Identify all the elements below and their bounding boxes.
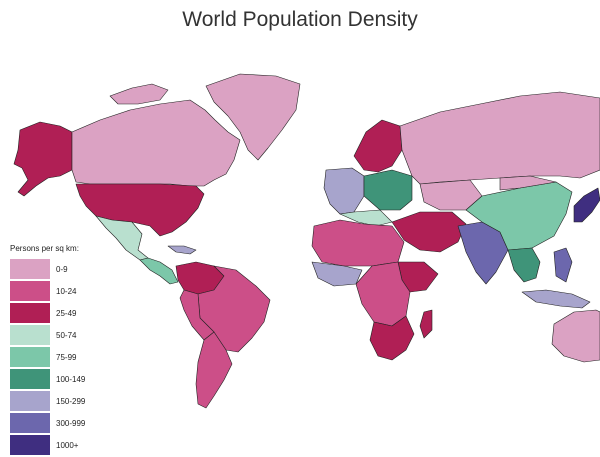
region-australia[interactable]: [551, 309, 600, 363]
legend-item: 25-49: [10, 303, 130, 323]
legend-label: 150-299: [56, 396, 86, 406]
legend-item: 50-74: [10, 325, 130, 345]
region-middle-east[interactable]: [391, 211, 467, 253]
region-caribbean[interactable]: [167, 245, 197, 255]
legend-swatch: [10, 281, 50, 301]
region-canadian-arctic[interactable]: [109, 83, 169, 105]
region-scandinavia[interactable]: [353, 119, 403, 173]
legend-label: 25-49: [56, 308, 77, 318]
region-central-europe[interactable]: [363, 169, 413, 211]
region-canada[interactable]: [71, 99, 241, 187]
region-central-africa[interactable]: [355, 261, 411, 327]
legend-swatch: [10, 259, 50, 279]
legend-label: 1000+: [56, 440, 79, 450]
region-southern-africa[interactable]: [369, 315, 415, 361]
legend-title: Persons per sq km:: [10, 244, 79, 253]
legend-item: 300-999: [10, 413, 130, 433]
legend-swatch: [10, 435, 50, 455]
region-argentina-chile[interactable]: [195, 331, 233, 409]
legend-swatch: [10, 303, 50, 323]
land-regions: [13, 73, 600, 409]
legend-swatch: [10, 391, 50, 411]
map-title: World Population Density: [182, 8, 418, 31]
region-alaska[interactable]: [13, 121, 73, 197]
region-china[interactable]: [465, 181, 573, 251]
legend-swatch: [10, 325, 50, 345]
region-southeast-asia[interactable]: [507, 247, 541, 283]
legend-item: 150-299: [10, 391, 130, 411]
region-usa[interactable]: [75, 183, 205, 237]
legend-item: 100-149: [10, 369, 130, 389]
region-north-africa[interactable]: [311, 219, 405, 267]
legend-label: 100-149: [56, 374, 86, 384]
legend-label: 50-74: [56, 330, 77, 340]
region-brazil[interactable]: [197, 265, 271, 353]
legend-item: 10-24: [10, 281, 130, 301]
region-greenland[interactable]: [205, 73, 301, 161]
legend-label: 300-999: [56, 418, 86, 428]
region-madagascar[interactable]: [419, 309, 433, 339]
legend-label: 0-9: [56, 264, 68, 274]
legend-item: 1000+: [10, 435, 130, 455]
region-western-europe[interactable]: [323, 167, 365, 215]
legend-swatch: [10, 413, 50, 433]
region-central-america[interactable]: [139, 257, 179, 285]
legend-swatch: [10, 347, 50, 367]
region-philippines[interactable]: [553, 247, 573, 283]
region-russia[interactable]: [399, 91, 600, 185]
legend-label: 10-24: [56, 286, 77, 296]
region-mongolia[interactable]: [499, 175, 557, 191]
legend-label: 75-99: [56, 352, 77, 362]
legend-swatch: [10, 369, 50, 389]
legend: Persons per sq km: 0-9 10-24 25-49 50-74…: [10, 244, 130, 457]
region-indonesia[interactable]: [521, 289, 591, 309]
region-korea-japan[interactable]: [573, 187, 600, 223]
legend-item: 0-9: [10, 259, 130, 279]
legend-item: 75-99: [10, 347, 130, 367]
